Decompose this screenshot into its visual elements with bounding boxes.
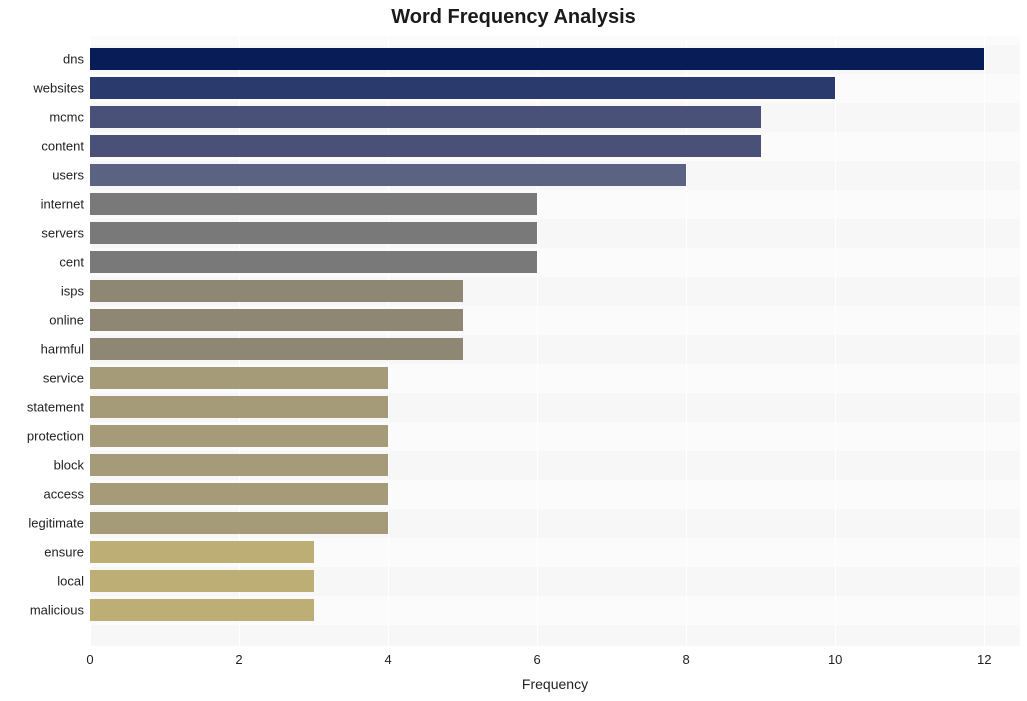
bar — [90, 570, 314, 592]
y-tick-label: local — [0, 574, 84, 589]
bar — [90, 425, 388, 447]
y-tick-label: service — [0, 371, 84, 386]
bar — [90, 512, 388, 534]
chart-title: Word Frequency Analysis — [0, 6, 1027, 29]
bar — [90, 193, 537, 215]
bar — [90, 77, 835, 99]
y-tick-label: servers — [0, 226, 84, 241]
gridline — [835, 36, 836, 646]
x-axis-label: Frequency — [90, 676, 1020, 692]
bar — [90, 106, 761, 128]
grid-band — [90, 625, 1020, 647]
y-tick-label: content — [0, 139, 84, 154]
bar — [90, 396, 388, 418]
x-tick-label: 12 — [977, 652, 991, 667]
chart-container: Word Frequency Analysis Frequency dns web… — [0, 0, 1027, 701]
y-tick-label: legitimate — [0, 516, 84, 531]
x-tick-label: 0 — [86, 652, 93, 667]
x-tick-label: 10 — [828, 652, 842, 667]
y-tick-label: harmful — [0, 342, 84, 357]
y-tick-label: internet — [0, 197, 84, 212]
y-tick-label: dns — [0, 52, 84, 67]
y-tick-label: ensure — [0, 545, 84, 560]
bar — [90, 48, 984, 70]
bar — [90, 599, 314, 621]
x-tick-label: 8 — [683, 652, 690, 667]
bar — [90, 135, 761, 157]
bar — [90, 164, 686, 186]
bar — [90, 338, 463, 360]
y-tick-label: protection — [0, 429, 84, 444]
grid-band — [90, 36, 1020, 45]
plot-area — [90, 36, 1020, 646]
x-tick-label: 4 — [384, 652, 391, 667]
y-tick-label: online — [0, 313, 84, 328]
bar — [90, 222, 537, 244]
y-tick-label: mcmc — [0, 110, 84, 125]
bar — [90, 541, 314, 563]
x-tick-label: 6 — [533, 652, 540, 667]
y-tick-label: statement — [0, 400, 84, 415]
x-tick-label: 2 — [235, 652, 242, 667]
bar — [90, 367, 388, 389]
bar — [90, 251, 537, 273]
y-tick-label: access — [0, 487, 84, 502]
y-tick-label: isps — [0, 284, 84, 299]
y-tick-label: websites — [0, 81, 84, 96]
bar — [90, 454, 388, 476]
bar — [90, 280, 463, 302]
bar — [90, 483, 388, 505]
y-tick-label: malicious — [0, 603, 84, 618]
y-tick-label: users — [0, 168, 84, 183]
y-tick-label: block — [0, 458, 84, 473]
y-tick-label: cent — [0, 255, 84, 270]
gridline — [984, 36, 985, 646]
bar — [90, 309, 463, 331]
